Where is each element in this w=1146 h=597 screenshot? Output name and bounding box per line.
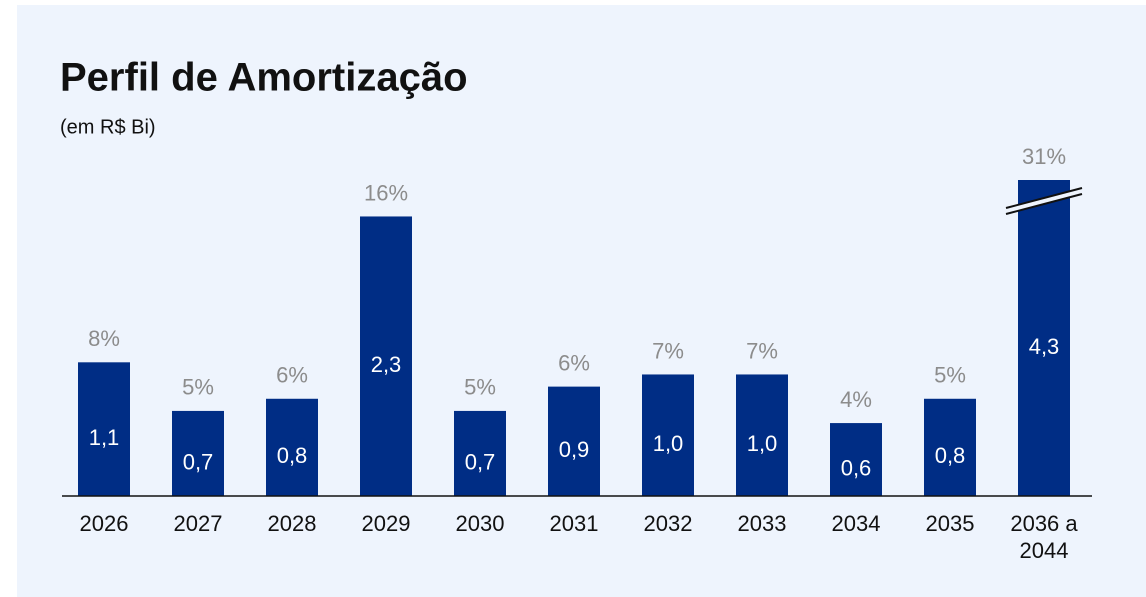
value-label: 2,3 xyxy=(371,352,402,377)
x-tick-label: 2031 xyxy=(549,511,599,536)
value-label: 0,8 xyxy=(277,443,308,468)
value-label: 0,9 xyxy=(559,437,590,462)
x-tick-label: 2033 xyxy=(737,511,787,536)
axis-break-line xyxy=(1005,193,1083,215)
bar xyxy=(78,362,130,496)
x-tick-label: 2028 xyxy=(267,511,317,536)
share-label: 4% xyxy=(840,387,872,412)
value-label: 0,7 xyxy=(465,449,496,474)
x-tick-label: 2026 xyxy=(79,511,129,536)
bar xyxy=(1018,180,1070,496)
bar xyxy=(642,374,694,496)
x-tick-label: 2027 xyxy=(173,511,223,536)
share-label: 5% xyxy=(182,375,214,400)
share-label: 6% xyxy=(276,363,308,388)
x-tick-label: 2032 xyxy=(643,511,693,536)
bar xyxy=(736,374,788,496)
x-tick-label: 2030 xyxy=(455,511,505,536)
value-label: 4,3 xyxy=(1029,334,1060,359)
share-label: 7% xyxy=(746,338,778,363)
value-label: 1,0 xyxy=(653,431,684,456)
bar xyxy=(548,386,600,496)
share-label: 8% xyxy=(88,326,120,351)
bar xyxy=(454,410,506,496)
value-label: 0,7 xyxy=(183,449,214,474)
bar xyxy=(360,216,412,496)
share-label: 7% xyxy=(652,338,684,363)
axis-break xyxy=(1006,188,1082,214)
share-label: 5% xyxy=(934,363,966,388)
bar xyxy=(266,398,318,496)
bar xyxy=(172,410,224,496)
x-tick-label: 2029 xyxy=(361,511,411,536)
x-tick-label: 2035 xyxy=(925,511,975,536)
value-label: 0,8 xyxy=(935,443,966,468)
chart-title: Perfil de Amortização xyxy=(60,56,468,100)
value-label: 1,1 xyxy=(89,425,120,450)
value-label: 0,6 xyxy=(841,455,872,480)
share-label: 31% xyxy=(1022,144,1066,169)
value-label: 1,0 xyxy=(747,431,778,456)
bar xyxy=(924,398,976,496)
x-tick-label: 2034 xyxy=(831,511,881,536)
chart-subtitle: (em R$ Bi) xyxy=(60,116,156,138)
axis-break-line xyxy=(1005,187,1083,209)
x-tick-label: 2036 a 2044 xyxy=(1010,511,1078,563)
share-label: 16% xyxy=(364,180,408,205)
chart-card xyxy=(17,5,1146,597)
bar xyxy=(830,423,882,496)
share-label: 5% xyxy=(464,375,496,400)
share-label: 6% xyxy=(558,350,590,375)
